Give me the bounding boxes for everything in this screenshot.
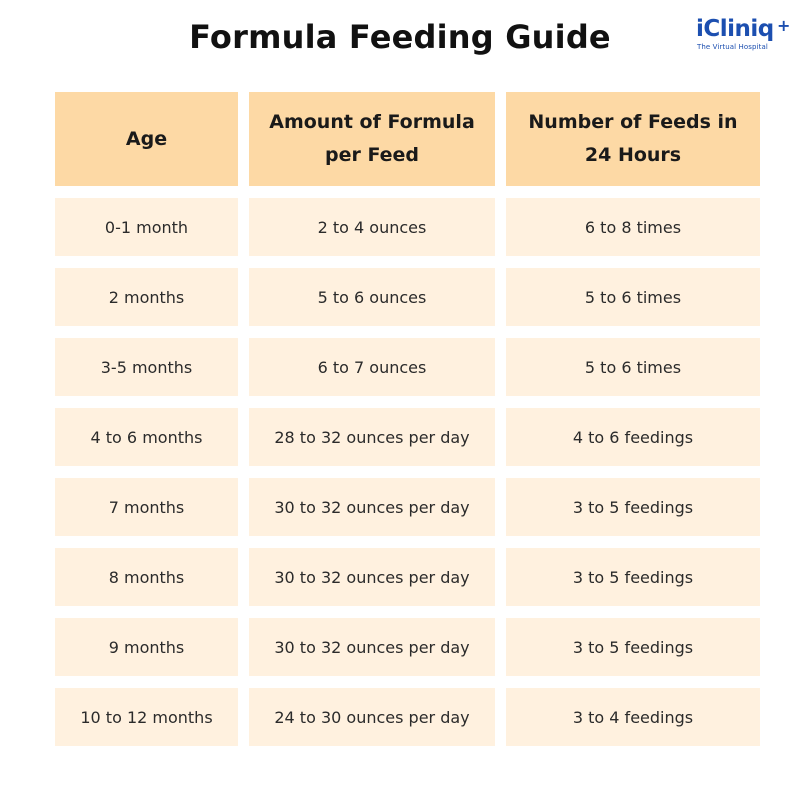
cell-amount: 24 to 30 ounces per day: [249, 688, 495, 746]
cell-age: 8 months: [55, 548, 238, 606]
cell-amount: 6 to 7 ounces: [249, 338, 495, 396]
cell-age: 2 months: [55, 268, 238, 326]
cell-feeds: 3 to 5 feedings: [506, 478, 760, 536]
header-age: Age: [55, 92, 238, 186]
cell-feeds: 5 to 6 times: [506, 338, 760, 396]
cell-feeds: 4 to 6 feedings: [506, 408, 760, 466]
cell-feeds: 3 to 5 feedings: [506, 618, 760, 676]
logo-name: iCliniq: [696, 16, 774, 42]
cell-age: 10 to 12 months: [55, 688, 238, 746]
header-feeds: Number of Feeds in 24 Hours: [506, 92, 760, 186]
cell-amount: 30 to 32 ounces per day: [249, 478, 495, 536]
cell-feeds: 3 to 5 feedings: [506, 548, 760, 606]
cell-age: 3-5 months: [55, 338, 238, 396]
cell-age: 0-1 month: [55, 198, 238, 256]
page-title: Formula Feeding Guide: [189, 18, 611, 56]
cell-age: 4 to 6 months: [55, 408, 238, 466]
cell-amount: 30 to 32 ounces per day: [249, 618, 495, 676]
feeding-table: Age Amount of Formula per Feed Number of…: [55, 92, 760, 746]
plus-icon: +: [777, 16, 791, 35]
cell-amount: 5 to 6 ounces: [249, 268, 495, 326]
cell-age: 7 months: [55, 478, 238, 536]
cell-feeds: 6 to 8 times: [506, 198, 760, 256]
cell-amount: 28 to 32 ounces per day: [249, 408, 495, 466]
logo: iCliniq + The Virtual Hospital: [696, 16, 792, 56]
cell-feeds: 5 to 6 times: [506, 268, 760, 326]
cell-feeds: 3 to 4 feedings: [506, 688, 760, 746]
logo-tagline: The Virtual Hospital: [697, 43, 768, 51]
header-amount: Amount of Formula per Feed: [249, 92, 495, 186]
cell-amount: 30 to 32 ounces per day: [249, 548, 495, 606]
cell-age: 9 months: [55, 618, 238, 676]
cell-amount: 2 to 4 ounces: [249, 198, 495, 256]
